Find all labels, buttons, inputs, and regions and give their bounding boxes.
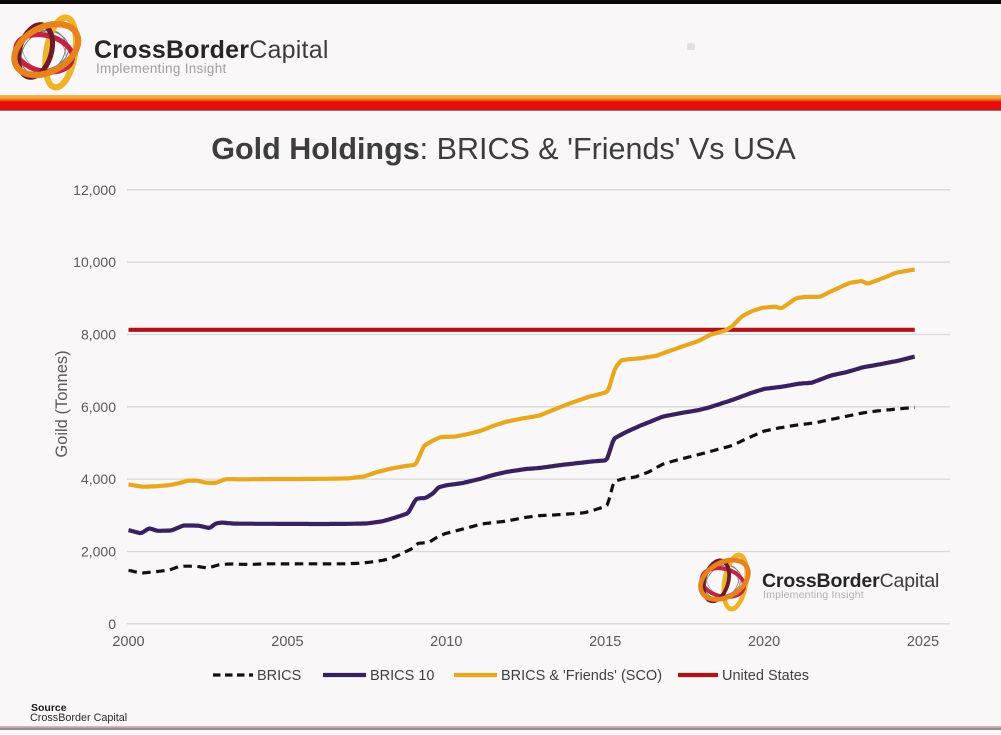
- svg-text:2,000: 2,000: [81, 544, 116, 560]
- svg-text:10,000: 10,000: [73, 254, 116, 270]
- svg-text:0: 0: [108, 616, 116, 632]
- svg-text:2010: 2010: [430, 634, 462, 650]
- svg-text:12,000: 12,000: [73, 182, 116, 198]
- svg-text:Goild (Tonnes): Goild (Tonnes): [53, 350, 71, 457]
- svg-text:2000: 2000: [112, 634, 144, 650]
- svg-text:2015: 2015: [589, 634, 621, 650]
- svg-text:United States: United States: [722, 668, 809, 684]
- svg-text:BRICS & 'Friends' (SCO): BRICS & 'Friends' (SCO): [501, 668, 662, 684]
- svg-text:6,000: 6,000: [81, 399, 116, 415]
- svg-text:2005: 2005: [271, 634, 303, 650]
- svg-text:8,000: 8,000: [81, 327, 116, 343]
- svg-text:BRICS 10: BRICS 10: [370, 668, 434, 684]
- svg-text:BRICS: BRICS: [257, 668, 301, 684]
- svg-text:2020: 2020: [748, 634, 780, 650]
- svg-text:4,000: 4,000: [81, 471, 116, 487]
- svg-text:2025: 2025: [907, 634, 939, 650]
